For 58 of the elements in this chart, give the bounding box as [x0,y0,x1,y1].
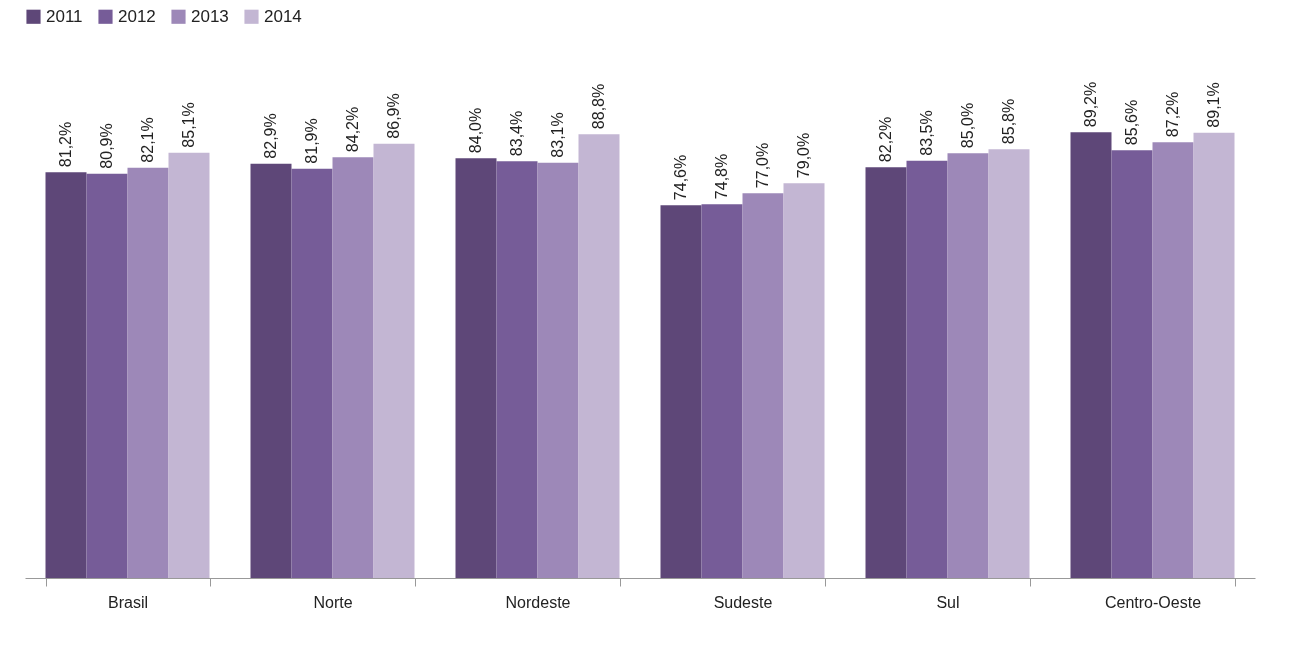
data-label: 82,1% [139,117,156,163]
data-label: 79,0% [795,132,812,179]
data-label: 81,2% [57,121,74,168]
bar [701,204,743,578]
legend-label: 2012 [118,6,156,26]
data-label: 80,9% [98,123,115,169]
x-tick-label: Sul [936,593,960,611]
bar [1070,132,1112,578]
bar [168,152,210,578]
data-label: 85,6% [1123,99,1140,146]
data-label: 74,8% [713,153,730,200]
bar [373,143,415,578]
legend-label: 2011 [46,6,83,26]
bar [250,163,292,578]
data-label: 85,1% [180,102,197,148]
data-label: 85,8% [1000,98,1017,145]
bar [1152,142,1194,578]
bar [578,134,620,578]
data-label: 87,2% [1164,91,1181,138]
data-label: 89,2% [1082,81,1099,128]
data-label: 83,1% [549,112,566,158]
data-label: 77,0% [754,142,771,189]
data-label: 82,9% [262,113,279,159]
bar [947,153,989,578]
x-tick-label: Brasil [107,593,149,611]
data-label: 84,2% [344,106,361,153]
bar [496,161,538,578]
legend-label: 2014 [264,6,302,26]
data-label: 86,9% [385,93,402,139]
data-label: 82,2% [877,116,894,163]
bar [783,183,825,578]
data-label: 89,1% [1205,82,1222,128]
bar [332,157,374,578]
x-tick-label: Nordeste [505,593,571,611]
bar [86,173,128,578]
x-tick-label: Norte [313,593,353,611]
data-label: 74,6% [672,154,689,201]
bar [988,149,1030,578]
data-label: 81,9% [303,118,320,164]
data-label: 88,8% [590,83,607,130]
bar [1193,132,1235,578]
bar [537,162,579,578]
data-label: 84,0% [467,107,484,154]
bar [1111,150,1153,578]
x-tick-label: Sudeste [713,593,773,611]
bar [660,205,702,578]
bar [742,193,784,578]
bar [291,168,333,578]
legend-label: 2013 [191,6,229,26]
x-tick-label: Centro-Oeste [1104,593,1202,611]
data-label: 85,0% [959,102,976,149]
bar [455,158,497,578]
bar [865,167,907,578]
bar [45,172,87,578]
data-label: 83,5% [918,110,935,156]
bar [906,160,948,578]
data-label: 83,4% [508,110,525,157]
bar [127,167,169,578]
